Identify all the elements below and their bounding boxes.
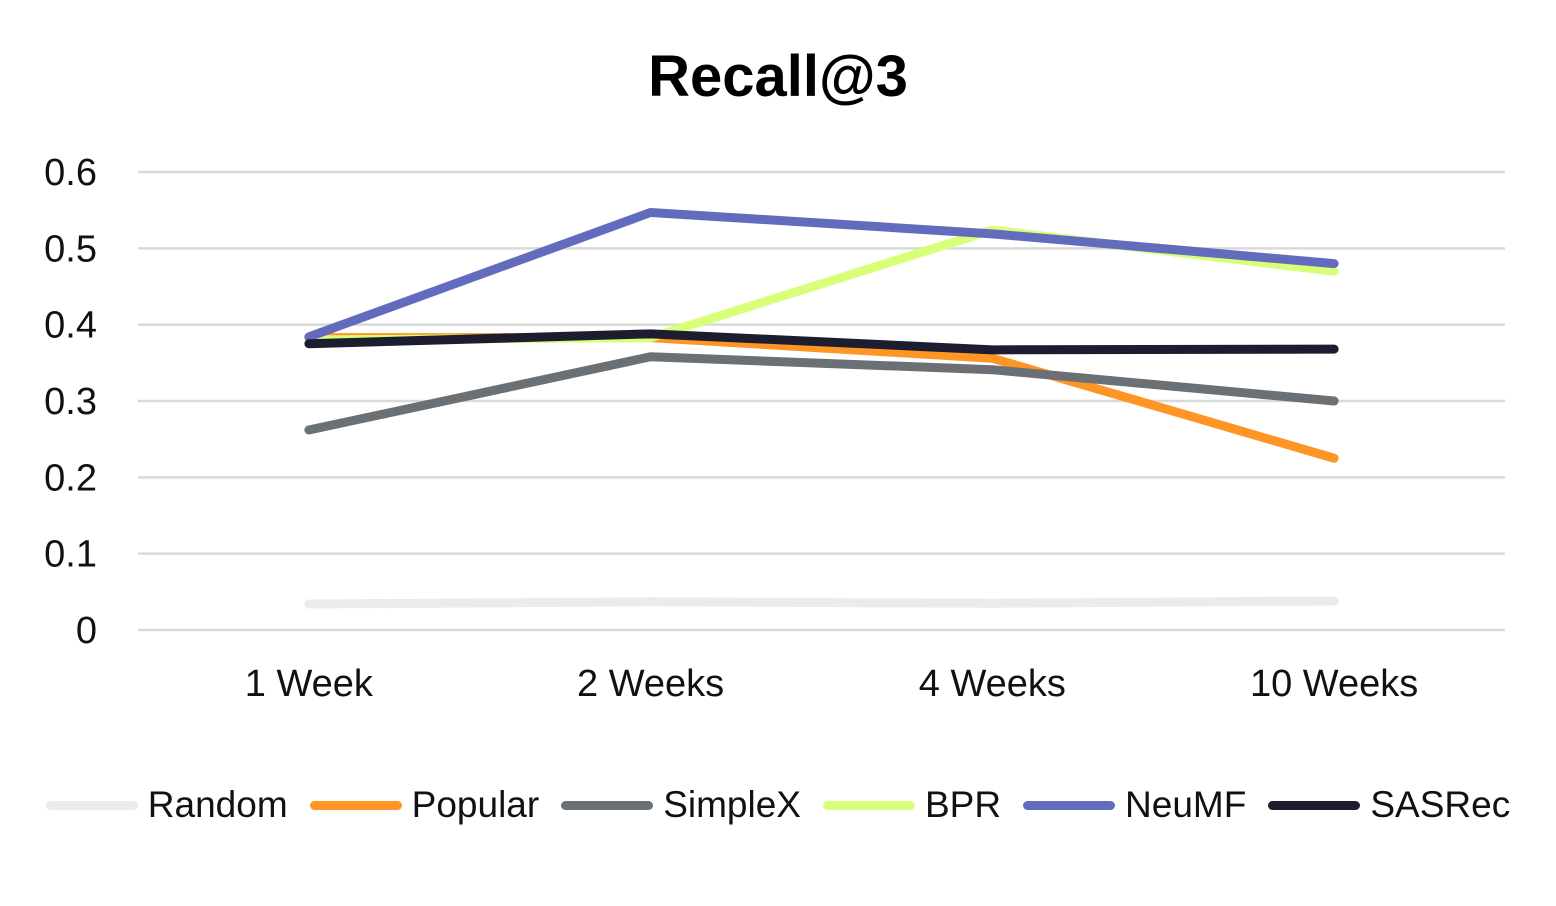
- series-line-sasrec: [304, 329, 1339, 355]
- legend-item-neumf: NeuMF: [1023, 784, 1246, 826]
- y-tick-label: 0.5: [44, 228, 97, 270]
- legend-item-random: Random: [45, 784, 288, 826]
- chart-title: Recall@3: [648, 44, 908, 109]
- y-tick-label: 0.1: [44, 534, 97, 576]
- legend-label: SimpleX: [663, 784, 801, 825]
- legend: Random Popular SimpleX BPR NeuMF SASRec: [0, 784, 1556, 826]
- legend-label: SASRec: [1370, 784, 1511, 825]
- y-tick-label: 0.2: [44, 457, 97, 499]
- legend-item-popular: Popular: [309, 784, 540, 826]
- x-tick-label: 10 Weeks: [1250, 663, 1418, 705]
- legend-swatch: [561, 800, 654, 810]
- series-lines: [304, 207, 1339, 609]
- series-line-simplex: [304, 352, 1339, 435]
- y-tick-label: 0: [76, 610, 97, 652]
- y-tick-label: 0.4: [44, 305, 97, 347]
- series-line-neumf: [304, 207, 1339, 342]
- legend-swatch: [822, 800, 915, 810]
- legend-label: NeuMF: [1125, 784, 1247, 825]
- legend-item-bpr: BPR: [822, 784, 1002, 826]
- y-tick-label: 0.3: [44, 381, 97, 423]
- y-axis-ticks: 0 0.1 0.2 0.3 0.4 0.5 0.6: [44, 152, 97, 652]
- y-tick-label: 0.6: [44, 152, 97, 194]
- legend-swatch: [1023, 800, 1116, 810]
- legend-item-simplex: SimpleX: [561, 784, 801, 826]
- series-line-random: [304, 596, 1339, 609]
- legend-item-sasrec: SASRec: [1268, 784, 1510, 826]
- x-axis-ticks: 1 Week 2 Weeks 4 Weeks 10 Weeks: [245, 663, 1418, 705]
- x-tick-label: 4 Weeks: [919, 663, 1066, 705]
- legend-label: BPR: [924, 784, 1002, 825]
- legend-label: Popular: [411, 784, 540, 825]
- x-tick-label: 1 Week: [245, 663, 374, 705]
- legend-swatch: [45, 800, 138, 810]
- gridlines: [138, 170, 1505, 632]
- legend-swatch: [1268, 800, 1361, 810]
- legend-label: Random: [147, 784, 288, 825]
- legend-swatch: [309, 800, 402, 810]
- x-tick-label: 2 Weeks: [577, 663, 724, 705]
